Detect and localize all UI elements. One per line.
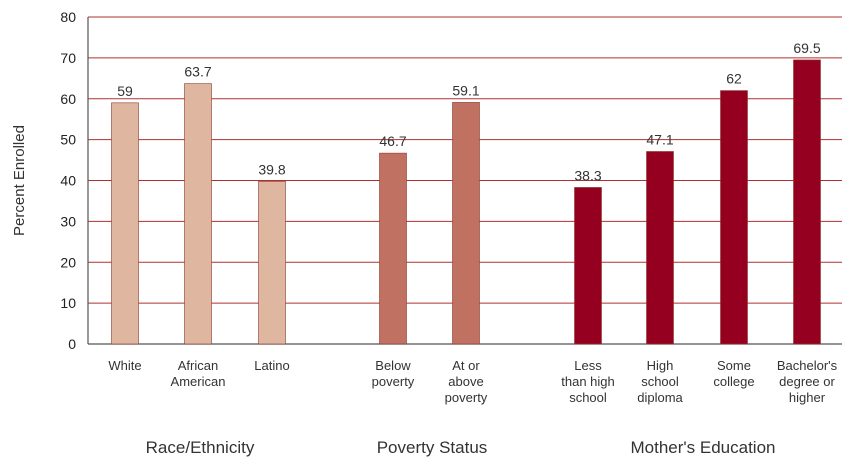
- category-label-line: Latino: [254, 358, 289, 373]
- category-label-2-0: Less than high school: [561, 358, 615, 405]
- category-label-line: than high: [561, 374, 615, 389]
- y-tick-label-60: 60: [60, 91, 76, 107]
- bar-0-2: [258, 181, 286, 345]
- bar-2-0: [574, 187, 602, 345]
- y-tick-label-20: 20: [60, 254, 76, 270]
- category-label-line: High: [647, 358, 674, 373]
- data-label-2-1: 47.1: [646, 131, 673, 147]
- category-label-line: poverty: [445, 390, 488, 405]
- category-label-0-1: African American: [171, 358, 226, 389]
- category-label-line: degree or: [779, 374, 835, 389]
- data-label-0-0: 59: [117, 83, 133, 99]
- data-label-2-2: 62: [726, 71, 742, 87]
- category-label-line: school: [641, 374, 679, 389]
- category-label-line: African: [178, 358, 218, 373]
- bar-0-1: [184, 83, 212, 345]
- category-label-line: higher: [789, 390, 826, 405]
- y-tick-label-40: 40: [60, 173, 76, 189]
- bar-2-3: [793, 59, 821, 345]
- y-tick-label-50: 50: [60, 132, 76, 148]
- category-label-line: school: [569, 390, 607, 405]
- data-label-2-0: 38.3: [574, 167, 601, 183]
- data-label-1-1: 59.1: [452, 82, 479, 98]
- y-tick-label-30: 30: [60, 213, 76, 229]
- category-label-2-3: Bachelor's degree or higher: [777, 358, 838, 405]
- bar-0-0: [111, 102, 139, 345]
- category-label-line: Less: [574, 358, 602, 373]
- y-axis-title: Percent Enrolled: [11, 125, 28, 236]
- category-label-line: White: [108, 358, 141, 373]
- group-label-0: Race/Ethnicity: [146, 438, 255, 457]
- category-label-2-2: Some college: [713, 358, 754, 389]
- category-label-0-2: Latino: [254, 358, 289, 373]
- category-label-line: American: [171, 374, 226, 389]
- category-label-line: Some: [717, 358, 751, 373]
- category-label-line: poverty: [372, 374, 415, 389]
- category-label-line: college: [713, 374, 754, 389]
- data-label-1-0: 46.7: [379, 133, 406, 149]
- data-label-2-3: 69.5: [793, 40, 820, 56]
- y-tick-label-10: 10: [60, 295, 76, 311]
- category-label-line: diploma: [637, 390, 683, 405]
- category-label-line: above: [448, 374, 483, 389]
- category-label-line: At or: [452, 358, 480, 373]
- category-label-line: Below: [375, 358, 411, 373]
- y-tick-label-70: 70: [60, 50, 76, 66]
- category-label-line: Bachelor's: [777, 358, 838, 373]
- bar-2-2: [720, 90, 748, 345]
- category-label-1-1: At or above poverty: [445, 358, 488, 405]
- category-label-0-0: White: [108, 358, 141, 373]
- bar-1-0: [379, 152, 407, 345]
- category-label-2-1: High school diploma: [637, 358, 683, 405]
- bar-2-1: [646, 151, 674, 345]
- category-label-1-0: Below poverty: [372, 358, 415, 389]
- data-label-0-1: 63.7: [184, 64, 211, 80]
- group-label-1: Poverty Status: [377, 438, 488, 457]
- group-label-2: Mother's Education: [631, 438, 776, 457]
- data-label-0-2: 39.8: [258, 161, 285, 177]
- bar-1-1: [452, 102, 480, 345]
- y-tick-label-80: 80: [60, 9, 76, 25]
- y-tick-label-0: 0: [68, 336, 76, 352]
